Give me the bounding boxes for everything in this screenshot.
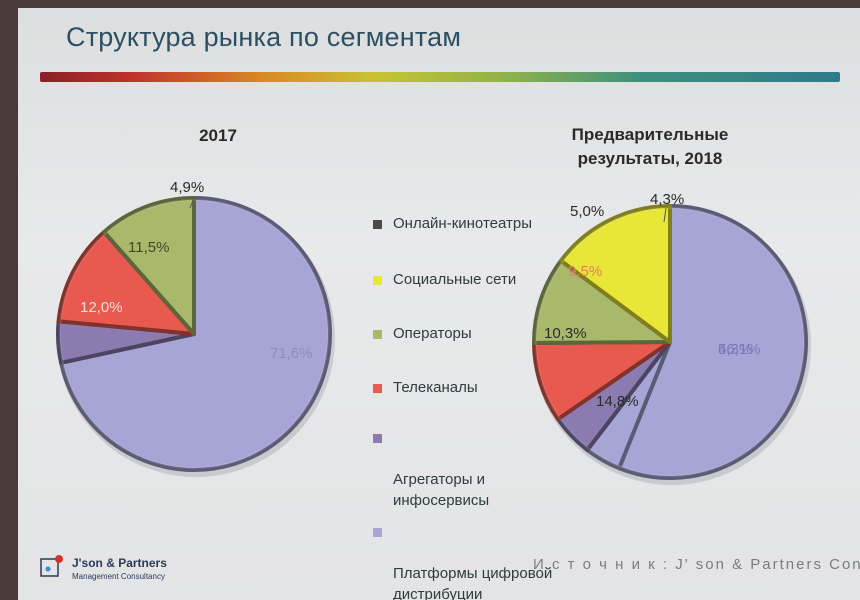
pie-rim (535, 207, 805, 477)
slice-value-label: 11,5% (128, 239, 169, 256)
pie-slice (102, 196, 196, 336)
legend-item: Агрегаторы и инфосервисы (373, 427, 583, 511)
chart-title-2018: Предварительные результаты, 2018 (571, 125, 729, 168)
legend-swatch (373, 220, 382, 229)
legend-swatch (373, 384, 382, 393)
pie-charts: 11,5% 12,0% 4,9% 71,6% 14,8% 10,3% 9,5% 5,0% 4,3… (56, 179, 811, 485)
chart-legend: Онлайн-кинотеатры Социальные сети Операт… (373, 213, 583, 600)
logo-subtitle: Management Consultancy (72, 572, 165, 581)
slice-value-label: 10,3% (544, 325, 587, 342)
title-divider-bar (40, 72, 840, 82)
legend-item: Операторы (373, 323, 583, 345)
legend-label: Платформы цифровой дистрибуции (393, 565, 553, 600)
leader-line (663, 207, 667, 223)
legend-item: Телеканалы (373, 377, 583, 399)
legend-item: Социальные сети (373, 269, 583, 291)
pie-slice (532, 258, 672, 345)
slice-value-label: 14,8% (596, 393, 639, 410)
legend-swatch (373, 276, 382, 285)
legend-item: Платформы цифровой дистрибуции (373, 521, 583, 600)
slice-value-label: 56,1% (718, 341, 761, 358)
slice-value-label: 71,6% (270, 345, 313, 362)
pie-slice (558, 204, 672, 344)
leader-line (189, 197, 195, 209)
slice-value-label: 12,0% (80, 299, 123, 316)
legend-label: Онлайн-кинотеатры (393, 215, 532, 232)
slice-value-label: 4,3% (718, 341, 752, 358)
pie-rim (59, 199, 329, 469)
pie-slice (56, 229, 196, 336)
legend-label: Телеканалы (393, 379, 478, 396)
legend-swatch (373, 330, 382, 339)
chart-title-2017: 2017 (199, 126, 237, 145)
pie-slice (617, 204, 808, 480)
slide-title: Структура рынка по сегментам (66, 22, 462, 52)
legend-label: Операторы (393, 325, 472, 342)
logo-name: J'son & Partners (72, 556, 167, 570)
logo-mark-icon (40, 555, 63, 577)
legend-swatch (373, 434, 382, 443)
slice-value-label: 4,3% (650, 191, 684, 208)
legend-label: Социальные сети (393, 271, 517, 288)
slice-value-label: 4,9% (170, 179, 204, 196)
source-note: И с т о ч н и к : J' son & Partners Cons… (533, 556, 860, 573)
legend-swatch (373, 528, 382, 537)
legend-item: Онлайн-кинотеатры (373, 213, 583, 235)
slide: Структура рынка по сегментам 2017 Предва… (18, 8, 860, 600)
legend-label: Агрегаторы и инфосервисы (393, 471, 490, 509)
slice-value-label: 5,0% (570, 203, 604, 220)
slice-value-label: 9,5% (568, 263, 602, 280)
